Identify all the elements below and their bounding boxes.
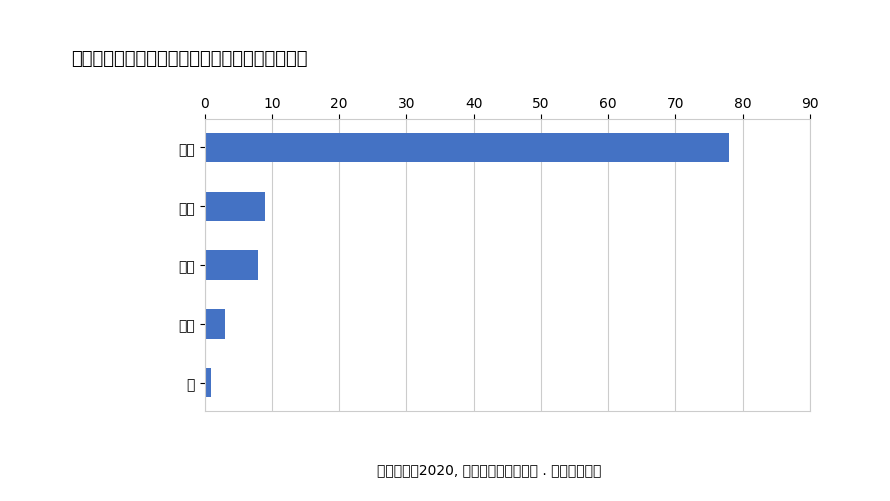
Text: 天気痛調査2020, ウェザーニューズ社 . より引用作成: 天気痛調査2020, ウェザーニューズ社 . より引用作成 [377, 462, 602, 476]
Bar [205, 368, 212, 398]
Text: 気象病に関連している気象の要因についての調査: 気象病に関連している気象の要因についての調査 [71, 50, 308, 68]
Bar [205, 251, 258, 280]
Bar [205, 310, 225, 339]
Bar [205, 192, 265, 221]
Bar [205, 133, 729, 163]
